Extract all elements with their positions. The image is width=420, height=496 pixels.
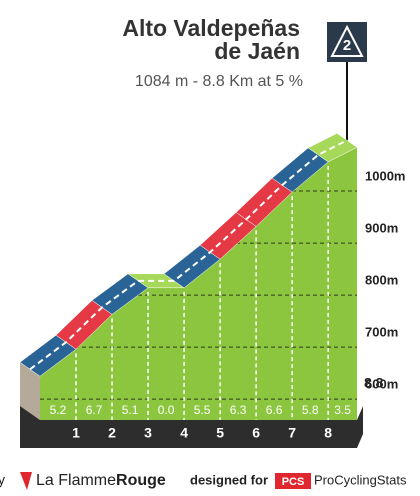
km-label: 1 [72,425,80,441]
gradient-label: 3.5 [334,403,351,417]
gradient-label: 6.3 [230,403,247,417]
gradient-label: 5.1 [122,403,139,417]
km-label: 3 [144,425,152,441]
brand-part: La Flamme [36,472,116,489]
km-label: 5 [216,425,224,441]
y-tick-label: 600m [365,377,398,392]
plot: 600m 700m 800m 900m 1000m 1 2 3 4 5 6 7 8 8.8 5.2 6.7 5.… [19,133,405,448]
side-face [20,362,40,420]
km-label: 8 [324,425,332,441]
y-tick-label: 900m [365,221,398,236]
ribbon-centerline [29,139,348,371]
gradient-label: 0.0 [158,403,175,417]
km-label: 6 [252,425,260,441]
gradient-label: 6.7 [86,403,103,417]
badge-icon [330,24,364,57]
designed-for: designed for [190,472,268,487]
y-tick-label: 700m [365,325,398,340]
gradient-label: 5.8 [302,403,319,417]
title-line: Alto Valdepeñas [122,15,300,41]
gradient-label: 5.5 [194,403,211,417]
footer-by: y [0,472,5,488]
km-label: 2 [108,425,116,441]
distance-end-label: 8.8 [364,375,384,391]
brand-part: Rouge [116,472,166,489]
pcs-label: PCS [282,476,305,488]
pcs-name: ProCyclingStats [314,472,407,487]
profile-face [40,147,357,420]
y-tick-label: 800m [365,273,398,288]
brand: La FlammeRouge [36,472,166,489]
floor-band [20,406,363,448]
gradient-label: 6.6 [266,403,283,417]
km-label: 7 [288,425,296,441]
subtitle: 1084 m - 8.8 Km at 5 % [135,73,303,90]
km-label: 4 [180,425,188,441]
logo-flag [20,472,32,490]
gradient-label: 5.2 [50,403,67,417]
pcs-badge [275,473,311,489]
title-line: de Jaén [214,38,300,64]
category-label: 2 [343,37,351,54]
y-tick-label: 1000m [365,168,405,183]
